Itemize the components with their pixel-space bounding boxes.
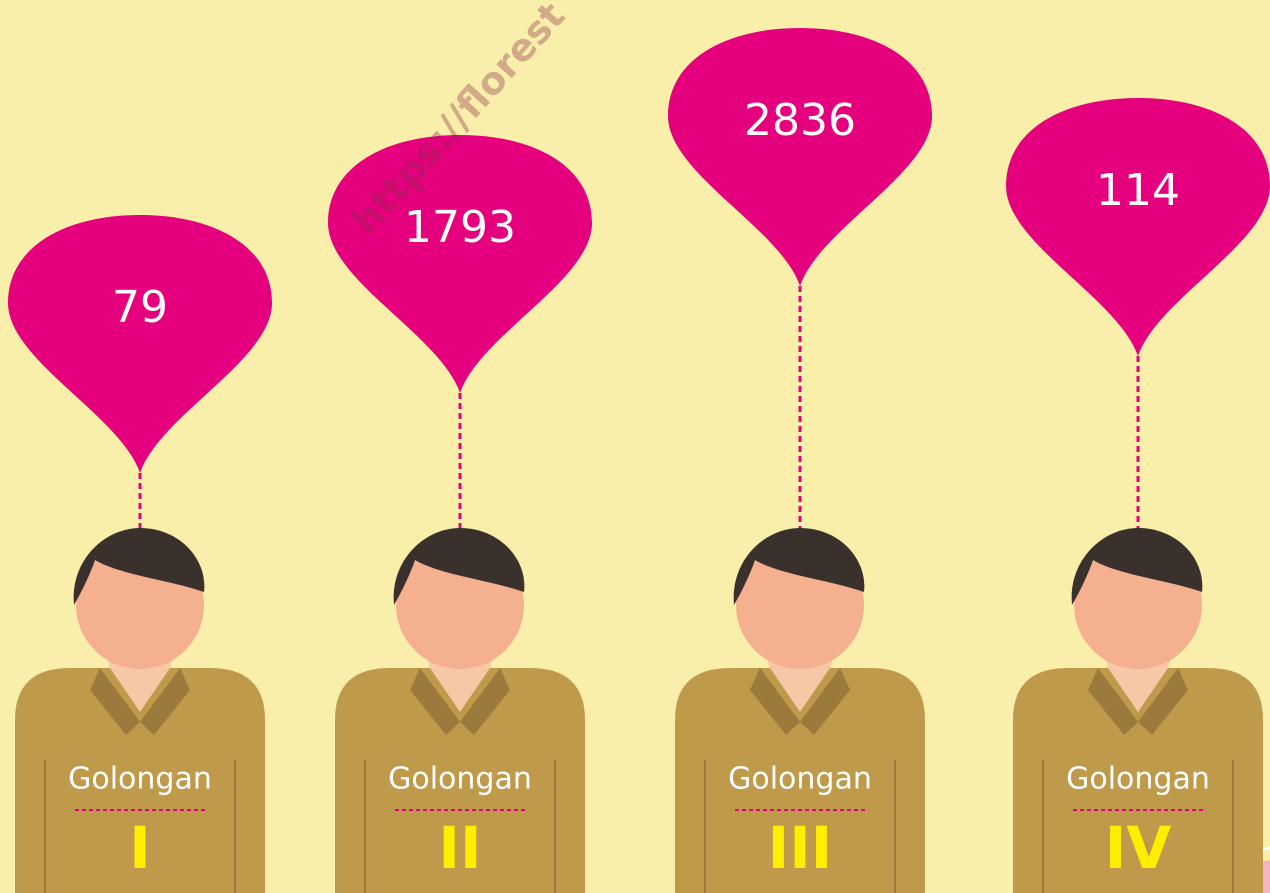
hair bbox=[73, 528, 205, 605]
balloon bbox=[8, 215, 272, 473]
collar-left bbox=[410, 668, 460, 735]
collar-left bbox=[1088, 668, 1138, 735]
numeral: IV bbox=[1105, 814, 1172, 882]
label: Golongan bbox=[728, 762, 872, 797]
numeral: III bbox=[768, 814, 833, 882]
hair bbox=[1071, 528, 1203, 605]
value: 2836 bbox=[744, 95, 856, 146]
body bbox=[15, 668, 265, 893]
body bbox=[675, 668, 925, 893]
body bbox=[335, 668, 585, 893]
value: 79 bbox=[112, 282, 168, 333]
value: 114 bbox=[1096, 165, 1180, 216]
collar-left bbox=[90, 668, 140, 735]
balloon bbox=[328, 135, 592, 393]
collar-right bbox=[1138, 668, 1188, 735]
balloon bbox=[668, 28, 932, 286]
body bbox=[1013, 668, 1263, 893]
hair bbox=[733, 528, 865, 605]
balloon bbox=[1006, 98, 1270, 356]
value: 1793 bbox=[404, 202, 516, 253]
collar-right bbox=[800, 668, 850, 735]
label: Golongan bbox=[1066, 762, 1210, 797]
numeral: II bbox=[438, 814, 481, 882]
collar-left bbox=[750, 668, 800, 735]
hair bbox=[393, 528, 525, 605]
numeral: I bbox=[129, 814, 151, 882]
label: Golongan bbox=[388, 762, 532, 797]
label: Golongan bbox=[68, 762, 212, 797]
collar-right bbox=[460, 668, 510, 735]
collar-right bbox=[140, 668, 190, 735]
